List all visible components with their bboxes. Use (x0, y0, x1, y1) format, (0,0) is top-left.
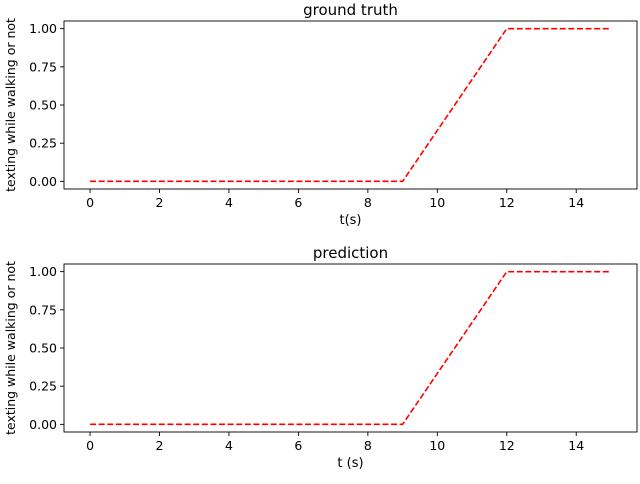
x-axis-label: t(s) (339, 213, 361, 228)
x-tick-label: 10 (429, 438, 445, 453)
x-tick-label: 14 (568, 438, 584, 453)
x-tick-label: 0 (86, 195, 94, 210)
y-axis-label: texting while walking or not (3, 18, 18, 192)
x-tick-label: 2 (156, 195, 164, 210)
x-tick-label: 2 (156, 438, 164, 453)
y-tick-label: 0.50 (29, 341, 57, 356)
x-tick-label: 4 (225, 195, 233, 210)
subplot-1: 0 2 4 6 8 10 12 14 0.00 0.25 0.50 0.75 1.00 ground tr… (3, 1, 638, 228)
axes-frame (63, 20, 638, 190)
y-tick-label: 0.75 (29, 59, 57, 74)
x-tick-label: 8 (364, 438, 372, 453)
chart-title: ground truth (303, 1, 398, 19)
x-tick-label: 12 (499, 438, 515, 453)
y-tick-label: 0.00 (29, 174, 57, 189)
y-tick-label: 0.25 (29, 379, 57, 394)
subplot-2: 0 2 4 6 8 10 12 14 0.00 0.25 0.50 0.75 1.00 predictio… (3, 244, 638, 471)
x-tick-label: 12 (499, 195, 515, 210)
y-axis-label: texting while walking or not (3, 261, 18, 435)
series-line-1 (90, 27, 611, 183)
y-tick-label: 0.75 (29, 302, 57, 317)
chart-title: prediction (313, 244, 388, 262)
x-axis-label: t (s) (337, 456, 363, 471)
x-tick-label: 4 (225, 438, 233, 453)
x-tick-label: 0 (86, 438, 94, 453)
series-line-1 (90, 270, 611, 426)
x-tick-label: 6 (294, 195, 302, 210)
axes-frame (63, 263, 638, 433)
y-tick-label: 0.00 (29, 417, 57, 432)
y-tick-label: 0.25 (29, 136, 57, 151)
y-tick-label: 0.50 (29, 98, 57, 113)
x-tick-label: 6 (294, 438, 302, 453)
y-tick-label: 1.00 (29, 21, 57, 36)
x-tick-label: 8 (364, 195, 372, 210)
x-tick-label: 14 (568, 195, 584, 210)
x-tick-label: 10 (429, 195, 445, 210)
y-tick-label: 1.00 (29, 264, 57, 279)
